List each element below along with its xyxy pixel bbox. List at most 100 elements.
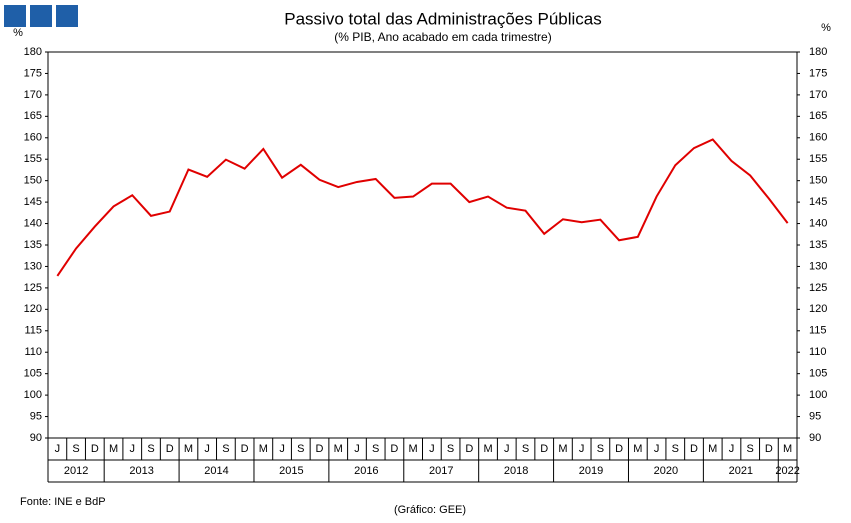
data-line (56, 138, 789, 277)
x-tick-label: S (222, 443, 229, 455)
logo-square (56, 5, 78, 27)
y-tick-label: 160 (24, 132, 42, 144)
year-label: 2022 (775, 465, 799, 477)
y-tick-label: 130 (24, 260, 42, 272)
credit: (Gráfico: GEE) (394, 504, 466, 516)
x-tick-label: S (447, 443, 454, 455)
y2-tick-label: 180 (809, 46, 827, 58)
y-tick-label: 170 (24, 89, 42, 101)
x-tick-label: S (597, 443, 604, 455)
y2-tick-label: 125 (809, 282, 827, 294)
x-tick-label: M (184, 443, 193, 455)
y2-tick-label: 160 (809, 132, 827, 144)
y2-tick-label: 165 (809, 110, 827, 122)
chart-title: Passivo total das Administrações Pública… (284, 9, 602, 28)
year-label: 2015 (279, 465, 303, 477)
x-tick-label: J (130, 443, 136, 455)
x-tick-label: S (147, 443, 154, 455)
y-tick-label: 165 (24, 110, 42, 122)
y-tick-label: 110 (24, 346, 42, 358)
x-tick-label: D (615, 443, 623, 455)
x-tick-label: M (558, 443, 567, 455)
y-tick-label: 90 (30, 432, 42, 444)
y2-tick-label: 150 (809, 175, 827, 187)
year-label: 2020 (654, 465, 678, 477)
plot-frame (47, 51, 798, 439)
y2-tick-label: 140 (809, 217, 827, 229)
year-label: 2014 (204, 465, 228, 477)
y-tick-label: 120 (24, 303, 42, 315)
y2-tick-label: 120 (809, 303, 827, 315)
y-tick-label: 135 (24, 239, 42, 251)
year-label: 2012 (64, 465, 88, 477)
x-tick-label: D (465, 443, 473, 455)
x-tick-label: J (579, 443, 585, 455)
y2-tick-label: 115 (809, 325, 827, 337)
y2-tick-label: 130 (809, 260, 827, 272)
x-tick-label: D (241, 443, 249, 455)
year-label: 2019 (579, 465, 603, 477)
source: Fonte: INE e BdP (20, 496, 106, 508)
x-tick-label: S (297, 443, 304, 455)
year-label: 2013 (129, 465, 153, 477)
y2-tick-label: 95 (809, 410, 821, 422)
x-tick-label: J (55, 443, 61, 455)
y-tick-label: 95 (30, 410, 42, 422)
year-label: 2016 (354, 465, 378, 477)
y2-tick-label: 155 (809, 153, 827, 165)
y2-tick-label: 170 (809, 89, 827, 101)
x-tick-label: D (91, 443, 99, 455)
x-tick-label: J (729, 443, 735, 455)
x-tick-label: J (279, 443, 285, 455)
x-tick-label: D (390, 443, 398, 455)
y-axis-label: % (13, 27, 23, 39)
x-tick-label: M (334, 443, 343, 455)
y2-tick-label: 175 (809, 67, 827, 79)
x-tick-label: J (204, 443, 210, 455)
y-tick-label: 180 (24, 46, 42, 58)
x-tick-label: D (540, 443, 548, 455)
x-tick-label: M (109, 443, 118, 455)
x-tick-label: M (409, 443, 418, 455)
y-tick-label: 175 (24, 67, 42, 79)
y2-axis-label: % (821, 22, 831, 34)
x-tick-label: M (633, 443, 642, 455)
y-tick-label: 150 (24, 175, 42, 187)
x-tick-label: D (316, 443, 324, 455)
x-tick-label: M (783, 443, 792, 455)
x-tick-label: S (372, 443, 379, 455)
y-tick-label: 115 (24, 325, 42, 337)
x-tick-label: S (672, 443, 679, 455)
y2-tick-label: 110 (809, 346, 827, 358)
y2-tick-label: 100 (809, 389, 827, 401)
y2-tick-label: 90 (809, 432, 821, 444)
x-tick-label: D (690, 443, 698, 455)
x-tick-label: D (765, 443, 773, 455)
x-tick-label: S (522, 443, 529, 455)
year-label: 2021 (729, 465, 753, 477)
x-tick-label: M (708, 443, 717, 455)
x-tick-label: S (72, 443, 79, 455)
chart-subtitle: (% PIB, Ano acabado em cada trimestre) (334, 30, 551, 44)
y-tick-label: 100 (24, 389, 42, 401)
y2-tick-label: 145 (809, 196, 827, 208)
y-tick-label: 125 (24, 282, 42, 294)
y-tick-label: 155 (24, 153, 42, 165)
x-tick-label: D (166, 443, 174, 455)
x-tick-label: J (354, 443, 360, 455)
x-tick-label: S (747, 443, 754, 455)
logo-square (30, 5, 52, 27)
logo-square (4, 5, 26, 27)
year-label: 2018 (504, 465, 528, 477)
x-tick-label: J (429, 443, 435, 455)
y2-tick-label: 135 (809, 239, 827, 251)
y-tick-label: 105 (24, 368, 42, 380)
x-tick-label: J (504, 443, 510, 455)
x-tick-label: M (483, 443, 492, 455)
y-tick-label: 145 (24, 196, 42, 208)
y2-tick-label: 105 (809, 368, 827, 380)
y-tick-label: 140 (24, 217, 42, 229)
year-label: 2017 (429, 465, 453, 477)
x-tick-label: J (654, 443, 660, 455)
